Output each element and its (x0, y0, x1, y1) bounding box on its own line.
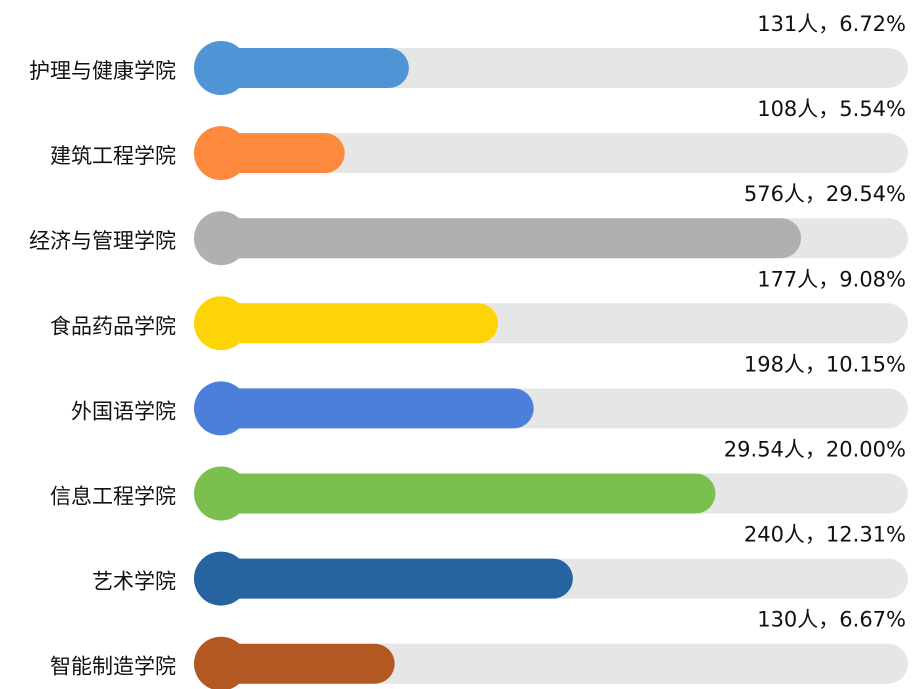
category-label: 建筑工程学院 (50, 144, 176, 168)
bar (195, 473, 716, 514)
value-label: 130人，6.67% (757, 608, 906, 632)
value-label: 177人，9.08% (757, 267, 906, 291)
bar-cap (194, 551, 248, 606)
value-label: 29.54人，20.00% (724, 438, 906, 462)
value-label: 240人，12.31% (744, 523, 906, 547)
bar (195, 218, 802, 259)
bar-track (195, 133, 908, 174)
category-label: 食品药品学院 (50, 314, 176, 338)
bar-cap (194, 126, 248, 181)
category-label: 护理与健康学院 (29, 59, 176, 83)
bar (195, 558, 573, 599)
category-label: 外国语学院 (71, 399, 176, 423)
bar (195, 303, 499, 344)
bar (195, 388, 534, 429)
bar (195, 48, 409, 88)
bar-cap (194, 381, 248, 436)
bar-cap (194, 296, 248, 351)
value-label: 576人，29.54% (744, 182, 906, 206)
category-label: 信息工程学院 (50, 485, 176, 509)
value-label: 131人，6.72% (757, 12, 906, 36)
value-label: 108人，5.54% (757, 97, 906, 121)
value-label: 198人，10.15% (744, 352, 906, 376)
bar-cap (194, 636, 248, 689)
bar-cap (194, 466, 248, 521)
bar-cap (194, 211, 248, 266)
category-label: 经济与管理学院 (29, 229, 176, 253)
bar-cap (194, 41, 248, 95)
category-label: 艺术学院 (92, 570, 176, 594)
category-label: 智能制造学院 (50, 655, 176, 679)
